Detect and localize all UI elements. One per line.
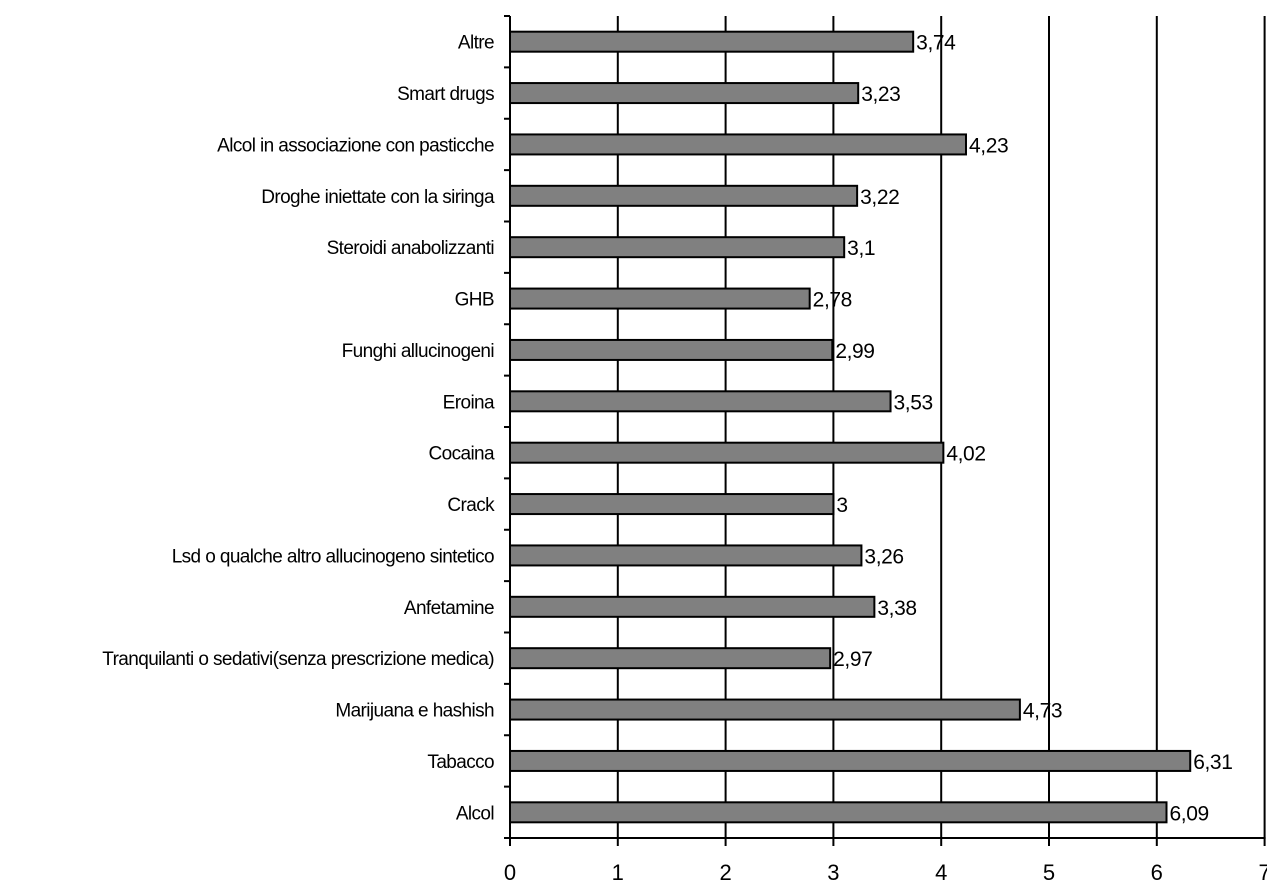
x-tick-label: 5 (1043, 860, 1055, 885)
bar-10 (509, 544, 863, 567)
bar-7 (509, 390, 892, 413)
data-label: 4,02 (946, 443, 985, 466)
category-label: Eroina (443, 392, 495, 413)
bar-11 (509, 595, 876, 618)
bar-5 (509, 287, 811, 310)
category-label: Lsd o qualche altro allucinogeno sinteti… (172, 546, 494, 567)
bar-1 (509, 82, 860, 105)
data-label: 6,31 (1193, 751, 1232, 774)
data-label: 3,38 (877, 597, 916, 620)
data-label: 2,78 (813, 289, 852, 312)
labels: Altre 3,74 Smart drugs 3,23 Alcol in associa… (102, 32, 1267, 885)
x-tick-label: 3 (827, 860, 839, 885)
category-label: Anfetamine (404, 598, 494, 619)
bar-6 (509, 338, 834, 361)
category-label: Cocaina (428, 444, 495, 465)
x-tick-label: 0 (504, 860, 516, 885)
category-label: GHB (455, 290, 494, 311)
category-label: Funghi allucinogeni (342, 341, 494, 362)
category-label: Smart drugs (397, 84, 494, 105)
x-tick-label: 7 (1258, 860, 1267, 885)
data-label: 2,99 (835, 340, 874, 363)
bar-8 (509, 441, 945, 464)
bars (509, 30, 1192, 824)
x-tick-label: 6 (1151, 860, 1163, 885)
bar-2 (509, 133, 967, 156)
data-label: 4,23 (969, 134, 1008, 157)
category-label: Alcol (456, 803, 494, 824)
category-label: Marijuana e hashish (335, 701, 494, 722)
bar-13 (509, 698, 1021, 721)
category-label: Tabacco (427, 752, 494, 773)
bar-15 (509, 801, 1168, 824)
bar-3 (509, 184, 859, 207)
data-label: 3,74 (916, 32, 956, 55)
category-label: Crack (447, 495, 495, 516)
data-label: 6,09 (1170, 802, 1209, 825)
bar-0 (509, 30, 915, 53)
data-label: 3,26 (864, 545, 903, 568)
bar-14 (509, 749, 1192, 772)
data-label: 3,22 (860, 186, 899, 209)
x-tick-label: 1 (612, 860, 624, 885)
data-label: 4,73 (1023, 700, 1062, 723)
bar-12 (509, 647, 832, 670)
data-label: 3,1 (847, 237, 875, 260)
bar-4 (509, 236, 846, 259)
data-label: 3 (836, 494, 847, 517)
category-label: Alcol in associazione con pasticche (217, 135, 494, 156)
data-label: 3,53 (894, 391, 933, 414)
axes (504, 15, 1266, 846)
data-label: 3,23 (861, 83, 900, 106)
bar-9 (509, 493, 835, 516)
category-label: Tranquilanti o sedativi(senza prescrizio… (102, 649, 494, 670)
data-label: 2,97 (833, 648, 872, 671)
category-label: Altre (458, 33, 494, 54)
category-label: Droghe iniettate con la siringa (261, 187, 495, 208)
x-tick-label: 2 (719, 860, 731, 885)
x-tick-label: 4 (935, 860, 947, 885)
category-label: Steroidi anabolizzanti (327, 238, 494, 259)
